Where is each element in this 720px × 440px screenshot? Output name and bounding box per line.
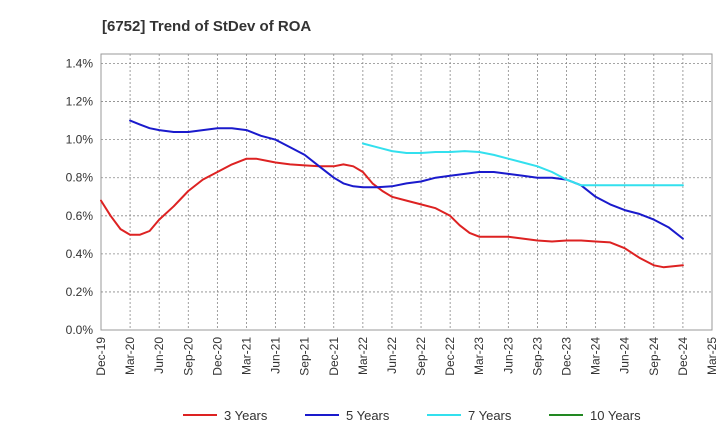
series-line-7-years	[361, 142, 684, 187]
x-tick-label: Jun-24	[618, 337, 632, 374]
x-tick-label: Sep-20	[181, 337, 195, 376]
x-tick-label: Dec-21	[327, 337, 341, 376]
y-tick-label: 1.4%	[66, 57, 94, 71]
x-tick-label: Dec-19	[94, 337, 108, 376]
x-tick-label: Mar-21	[239, 337, 253, 375]
chart-title: [6752] Trend of StDev of ROA	[102, 18, 311, 35]
x-tick-label: Dec-22	[443, 337, 457, 376]
x-tick-label: Mar-25	[705, 337, 719, 375]
y-tick-label: 0.2%	[66, 285, 94, 299]
y-tick-label: 1.2%	[66, 95, 94, 109]
x-tick-label: Dec-20	[210, 337, 224, 376]
x-tick-label: Dec-24	[676, 337, 690, 376]
x-tick-label: Mar-22	[356, 337, 370, 375]
x-tick-label: Mar-23	[472, 337, 486, 375]
x-tick-label: Jun-22	[385, 337, 399, 374]
series-layer	[100, 119, 684, 269]
legend-label-3-years: 3 Years	[224, 408, 268, 423]
x-tick-label: Jun-20	[152, 337, 166, 374]
x-tick-label: Jun-23	[501, 337, 515, 374]
plot-area	[100, 53, 713, 331]
x-tick-label: Jun-21	[269, 337, 283, 374]
legend-label-5-years: 5 Years	[346, 408, 390, 423]
y-tick-label: 0.6%	[66, 209, 94, 223]
x-tick-label: Mar-24	[589, 337, 603, 375]
legend-label-7-years: 7 Years	[468, 408, 512, 423]
y-tick-label: 0.0%	[66, 323, 94, 337]
legend-label-10-years: 10 Years	[590, 408, 641, 423]
grid-layer	[101, 54, 712, 330]
x-tick-label: Sep-23	[530, 337, 544, 376]
series-line-5-years	[129, 119, 684, 240]
x-tick-label: Sep-22	[414, 337, 428, 376]
y-tick-label: 0.4%	[66, 247, 94, 261]
x-tick-label: Sep-24	[647, 337, 661, 376]
x-tick-label: Mar-20	[123, 337, 137, 375]
y-tick-label: 1.0%	[66, 133, 94, 147]
x-tick-layer: Dec-19 Mar-20 Jun-20 Sep-20 Dec-20 Mar-21 Jun-…	[94, 337, 719, 376]
y-tick-layer: 0.0% 0.2% 0.4% 0.6% 0.8% 1.0% 1.2% 1.4%	[66, 57, 94, 337]
legend: 3 Years 5 Years 7 Years 10 Years	[183, 408, 641, 423]
x-tick-label: Sep-21	[298, 337, 312, 376]
y-tick-label: 0.8%	[66, 171, 94, 185]
x-tick-label: Dec-23	[560, 337, 574, 376]
